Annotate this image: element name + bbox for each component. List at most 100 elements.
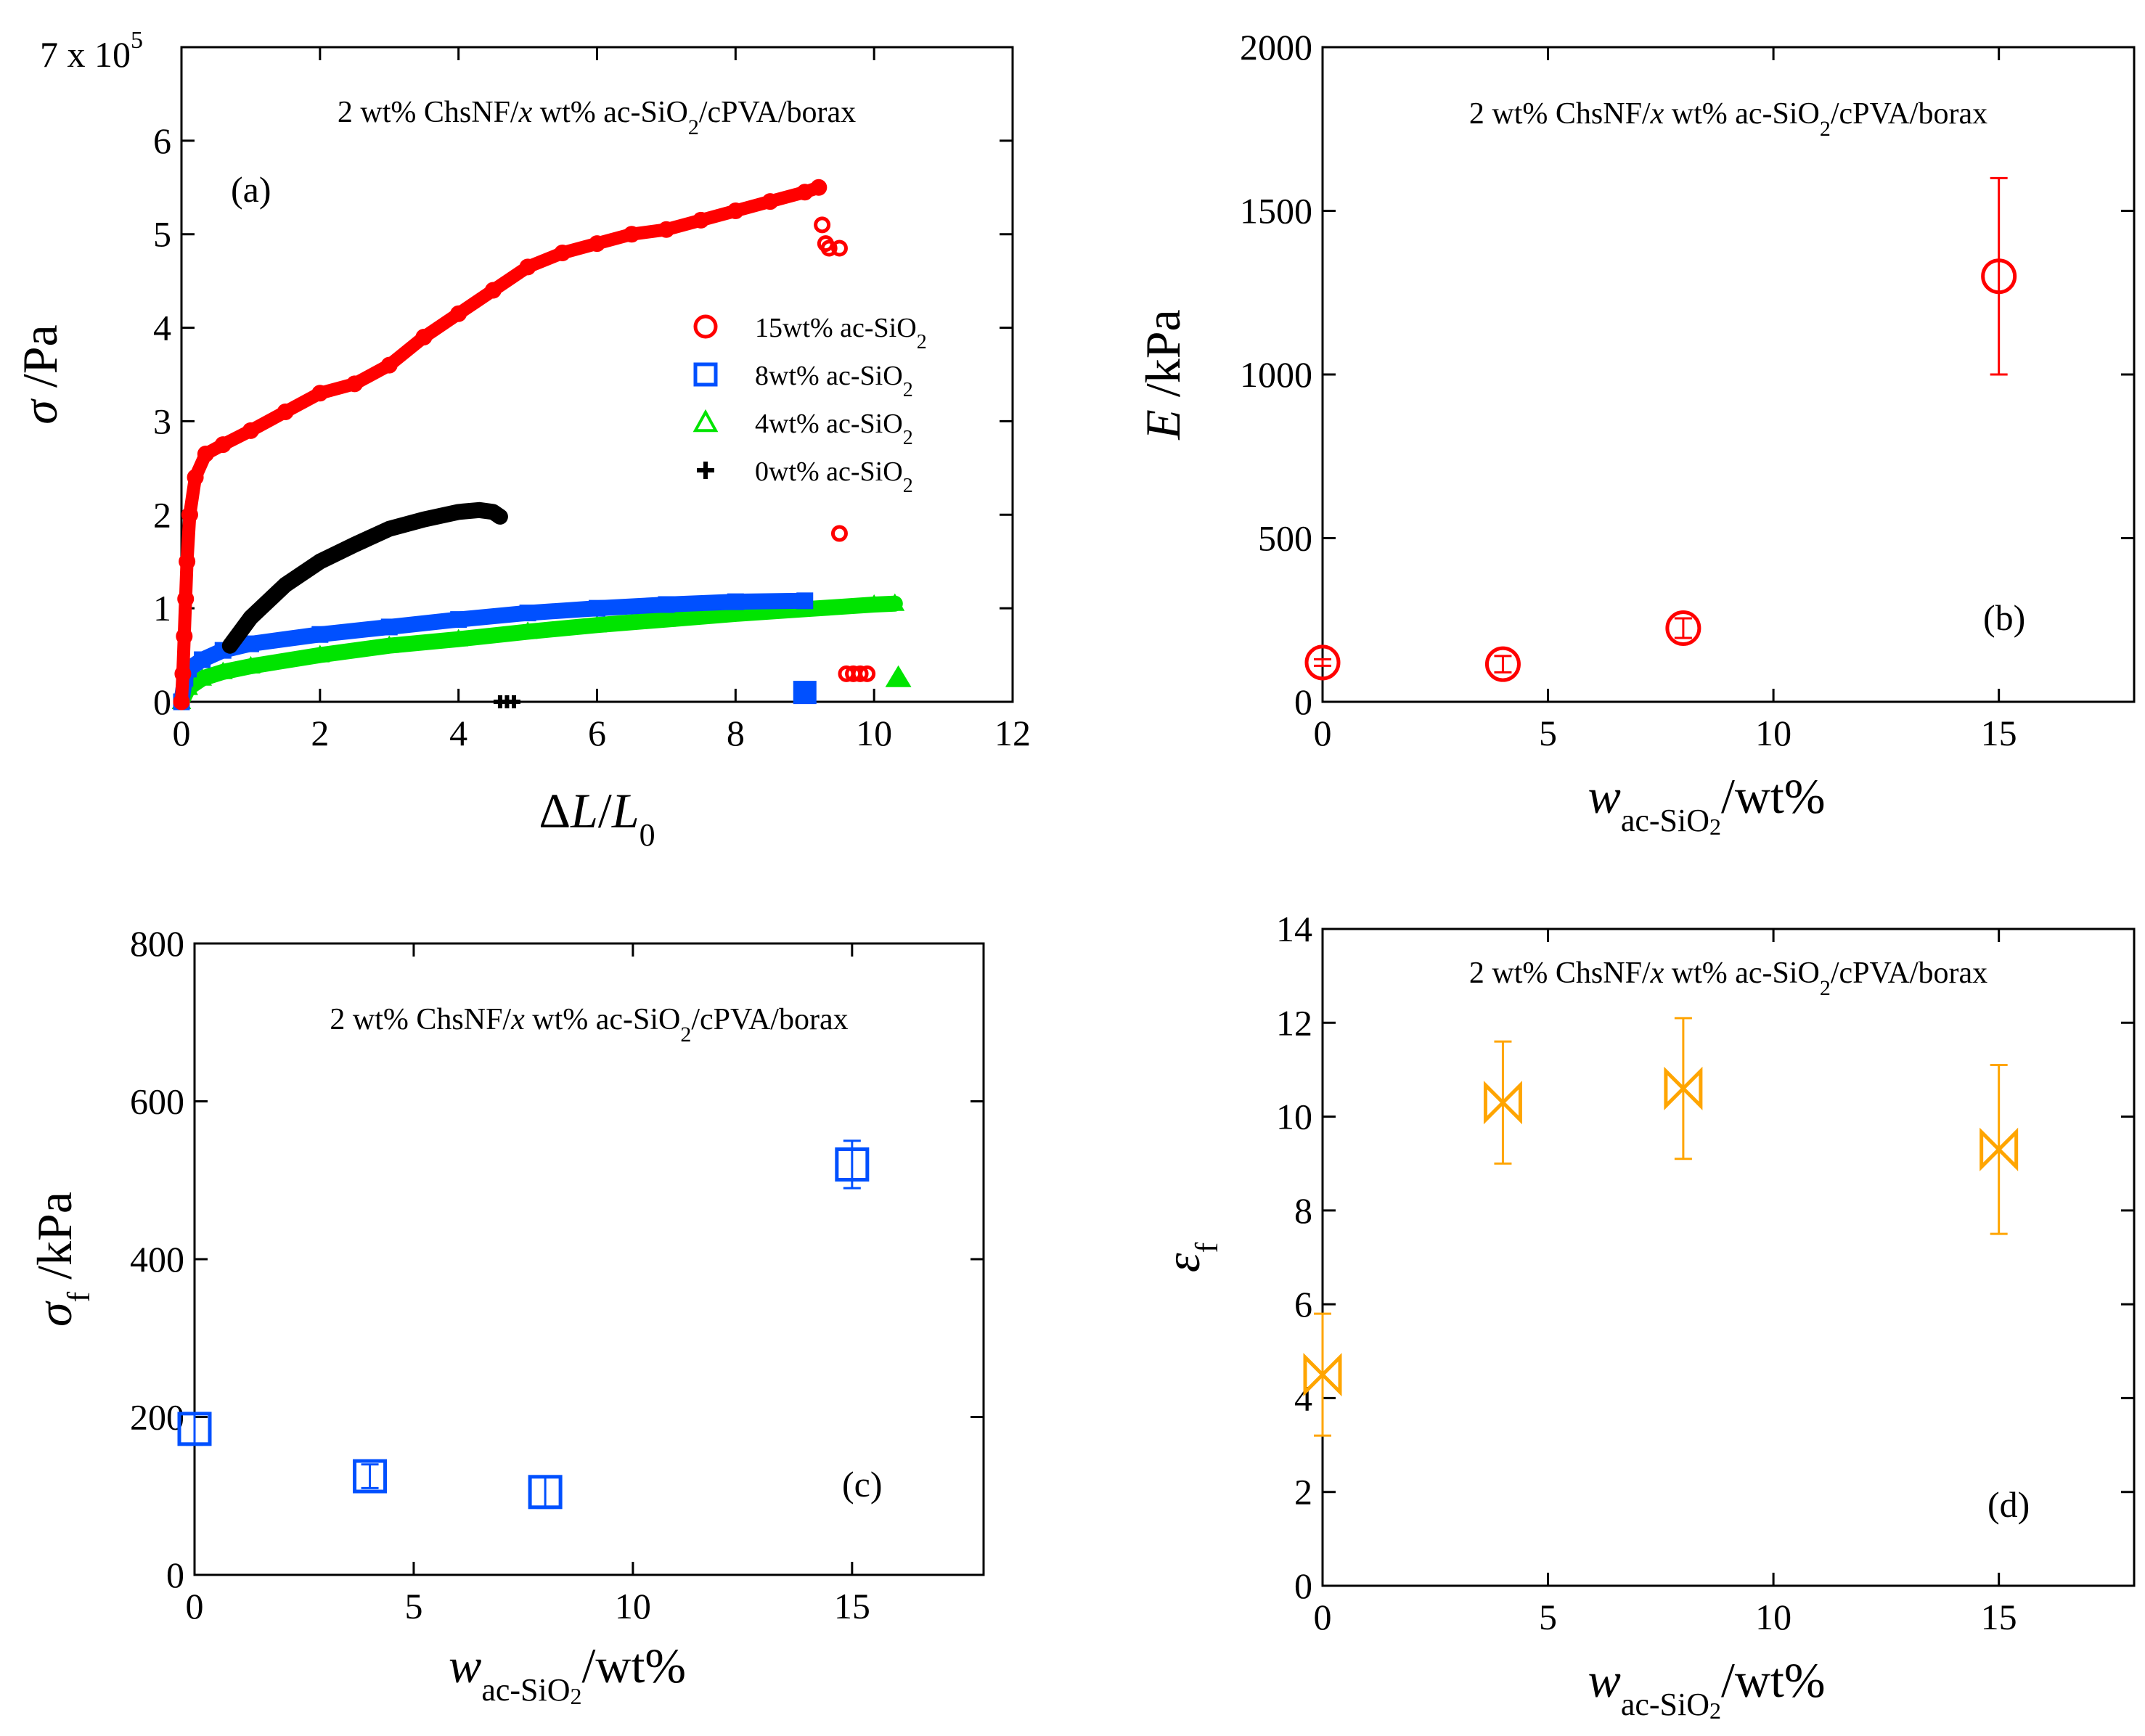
y-tick-label: 2000 bbox=[1240, 27, 1312, 67]
panel-label: (d) bbox=[1987, 1484, 2030, 1525]
x-tick-label: 15 bbox=[1981, 1597, 2017, 1637]
data-point bbox=[727, 593, 744, 610]
data-point bbox=[173, 693, 190, 711]
data-point bbox=[761, 193, 779, 210]
data-point bbox=[311, 626, 329, 643]
y-tick-label: 2 bbox=[153, 494, 171, 535]
x-axis-label: wac-SiO2/wt% bbox=[1588, 1653, 1825, 1724]
data-point bbox=[725, 603, 745, 621]
y-tick-label: 400 bbox=[130, 1239, 184, 1280]
y-axis-label: σf /kPa bbox=[27, 1192, 97, 1327]
legend-marker bbox=[693, 314, 718, 339]
data-point bbox=[176, 628, 193, 645]
data-point bbox=[379, 635, 399, 653]
x-tick-label: 15 bbox=[834, 1586, 870, 1626]
data-point bbox=[658, 596, 675, 613]
x-tick-label: 5 bbox=[1539, 1597, 1557, 1637]
data-point bbox=[793, 681, 817, 705]
data-point bbox=[353, 1459, 388, 1494]
x-tick-label: 5 bbox=[1539, 713, 1557, 753]
legend-label: 15wt% ac-SiO2 bbox=[755, 313, 927, 353]
data-point bbox=[810, 179, 828, 196]
data-point bbox=[656, 609, 677, 627]
data-point bbox=[277, 404, 294, 421]
y-tick-label: 2 bbox=[1294, 1472, 1312, 1512]
x-tick-label: 10 bbox=[1755, 1597, 1791, 1637]
plot-frame bbox=[1321, 928, 2136, 1587]
x-tick-label: 0 bbox=[173, 713, 191, 753]
x-tick-label: 6 bbox=[588, 713, 606, 753]
data-point bbox=[658, 221, 675, 238]
series-curve bbox=[173, 595, 903, 710]
data-point bbox=[820, 239, 838, 257]
data-point bbox=[177, 1412, 212, 1446]
data-point bbox=[692, 211, 710, 229]
data-series bbox=[1304, 176, 2017, 682]
data-point bbox=[727, 202, 744, 219]
y-tick-label: 800 bbox=[130, 923, 184, 964]
data-point bbox=[1665, 610, 1701, 647]
data-point bbox=[214, 436, 232, 454]
data-point bbox=[415, 328, 433, 345]
data-point bbox=[213, 661, 233, 679]
y-axis-label: εf bbox=[1155, 1242, 1225, 1272]
x-tick-label: 2 bbox=[311, 713, 329, 753]
data-point bbox=[554, 244, 571, 261]
data-point bbox=[177, 590, 195, 607]
composition-note-b: 2 wt% ChsNF/x wt% ac-SiO2/cPVA/borax bbox=[1469, 97, 1987, 141]
data-point bbox=[187, 469, 204, 486]
data-point bbox=[241, 655, 261, 674]
data-point bbox=[1484, 646, 1521, 682]
data-point bbox=[830, 525, 848, 542]
composition-note-c: 2 wt% ChsNF/x wt% ac-SiO2/cPVA/borax bbox=[330, 1003, 848, 1047]
data-point bbox=[1304, 644, 1341, 681]
panel-label: (a) bbox=[231, 169, 271, 210]
data-point bbox=[310, 644, 330, 663]
data-point bbox=[528, 1475, 563, 1510]
data-point bbox=[851, 665, 869, 682]
y-tick-label: 1500 bbox=[1240, 191, 1312, 232]
data-point bbox=[519, 605, 536, 622]
legend-marker bbox=[693, 362, 718, 387]
x-tick-label: 12 bbox=[994, 713, 1031, 753]
series-curve bbox=[173, 592, 813, 710]
legend-marker bbox=[692, 409, 719, 433]
y-tick-label: 8 bbox=[1294, 1190, 1312, 1231]
data-point bbox=[242, 422, 259, 439]
x-tick-label: 0 bbox=[186, 1586, 204, 1626]
data-point bbox=[859, 665, 876, 682]
x-tick-label: 8 bbox=[727, 713, 745, 753]
y-tick-label: 200 bbox=[130, 1397, 184, 1438]
data-point bbox=[623, 226, 640, 243]
legend-label: 8wt% ac-SiO2 bbox=[755, 361, 913, 401]
y-tick-label: 0 bbox=[1294, 681, 1312, 722]
data-point bbox=[1979, 1127, 2019, 1171]
y-tick-label: 4 bbox=[153, 308, 171, 348]
data-point bbox=[796, 592, 814, 610]
data-point bbox=[519, 258, 536, 276]
series-plus bbox=[221, 501, 520, 708]
data-point bbox=[192, 668, 213, 686]
panel-label: (b) bbox=[1983, 597, 2025, 638]
data-point bbox=[518, 621, 538, 639]
series-square bbox=[173, 592, 817, 711]
series-curve bbox=[175, 181, 825, 708]
y-tick-label: 0 bbox=[166, 1555, 184, 1595]
data-point bbox=[450, 611, 467, 629]
data-point bbox=[589, 235, 605, 253]
x-tick-label: 4 bbox=[449, 713, 467, 753]
data-point bbox=[450, 305, 467, 322]
x-tick-label: 0 bbox=[1314, 713, 1332, 753]
x-tick-label: 10 bbox=[1755, 713, 1791, 753]
x-axis-label: wac-SiO2/wt% bbox=[449, 1638, 686, 1709]
y-tick-label: 12 bbox=[1276, 1002, 1312, 1043]
data-point bbox=[1664, 1066, 1703, 1110]
data-point bbox=[346, 375, 364, 393]
y-tick-label: 10 bbox=[1276, 1097, 1312, 1137]
data-point bbox=[864, 594, 884, 612]
data-point bbox=[1483, 1081, 1522, 1125]
data-point bbox=[814, 216, 831, 234]
legend-label: 4wt% ac-SiO2 bbox=[755, 409, 913, 449]
